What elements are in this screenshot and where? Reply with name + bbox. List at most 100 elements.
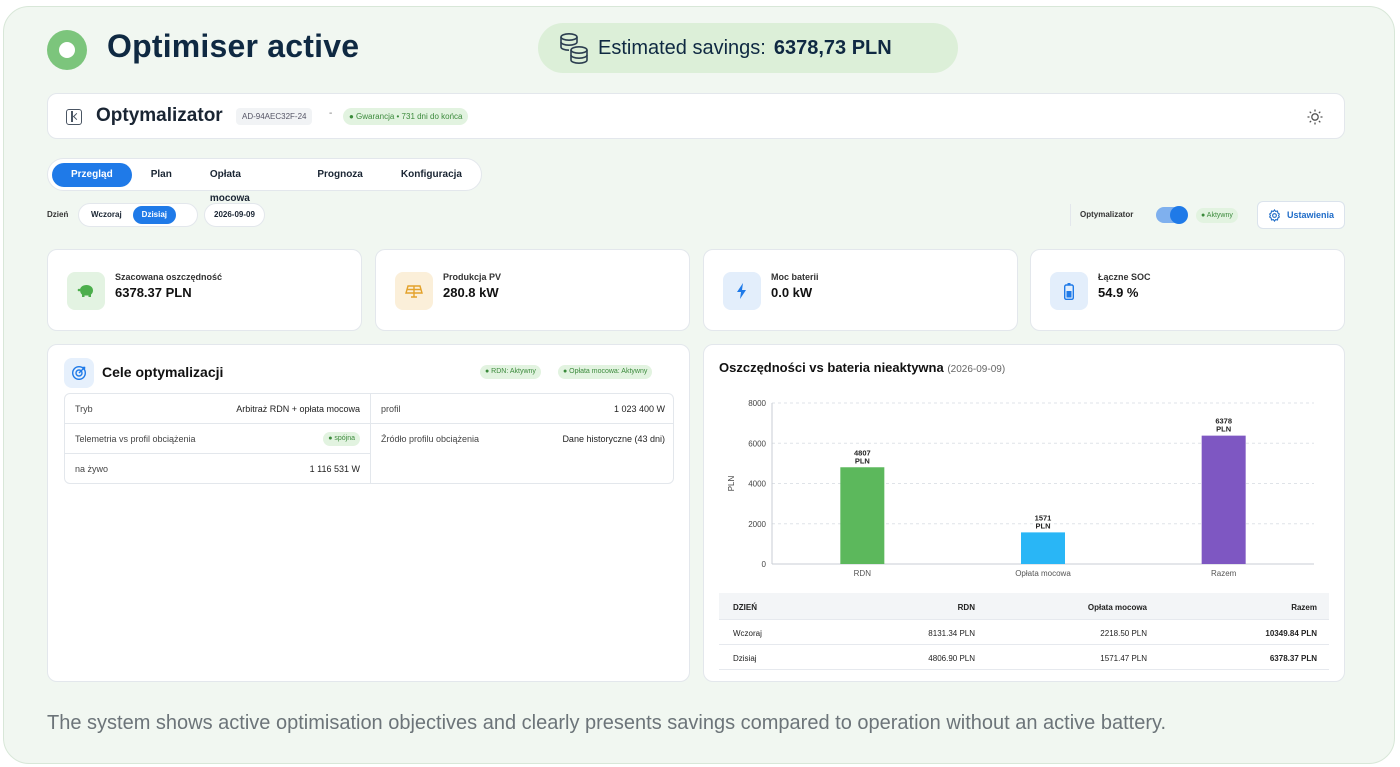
col-header-day: DZIEŃ [733,603,757,612]
stat-label: Łączne SOC [1098,272,1151,282]
stat-card-soc: Łączne SOC 54.9 % [1030,249,1345,331]
battery-icon [1050,272,1088,310]
stat-label: Moc baterii [771,272,819,282]
sidebar-toggle-icon[interactable] [66,109,82,125]
date-picker[interactable]: 2026-09-09 [204,203,265,227]
cell-rdn: 4806.90 PLN [928,654,975,663]
x-tick-label: RDN [854,569,872,578]
tab-prognoza[interactable]: Prognoza [317,168,363,180]
savings-label: Estimated savings: [598,36,766,59]
y-tick-label: 2000 [748,520,766,529]
day-switch: Wczoraj Dzisiaj [78,203,198,227]
savings-pill: Estimated savings: 6378,73 PLN [538,23,958,73]
today-button[interactable]: Dzisiaj [132,206,177,224]
row-key: Źródło profilu obciążenia [381,434,480,444]
cell-power-fee: 1571.47 PLN [1100,654,1147,663]
warranty-badge: ● Gwarancja • 731 dni do końca [343,108,469,125]
bar-value-label: 1571 [1035,513,1052,522]
optimization-goals-card: Cele optymalizacji ● RDN: Aktywny ● Opła… [47,344,690,682]
bar-value-label: 4807 [854,448,871,457]
status-dot-icon [47,30,87,70]
col-header-power-fee: Opłata mocowa [1087,603,1147,612]
col-header-total: Razem [1291,603,1317,612]
row-key: Tryb [75,404,93,414]
stat-value: 6378.37 PLN [115,285,192,300]
table-row: Wczoraj 8131.34 PLN 2218.50 PLN 10349.84… [719,620,1329,645]
hero-title: Optimiser active [107,28,360,64]
bar-value-label: PLN [855,456,870,465]
goals-title: Cele optymalizacji [102,364,224,380]
app-header: Optymalizator AD-94AEC32F-24 - ● Gwaranc… [47,93,1345,139]
table-header-row: DZIEŃ RDN Opłata mocowa Razem [719,593,1329,620]
goals-column-right: profil 1 023 400 W Źródło profilu obciąż… [370,394,673,483]
target-icon [64,358,94,388]
app-title: Optymalizator [96,105,223,126]
chart-title-text: Oszczędności vs bateria nieaktywna [719,360,944,375]
tab-oplata-mocowa[interactable]: Opłata mocowa [209,168,250,204]
col-header-rdn: RDN [957,603,975,612]
goals-table: Tryb Arbitraż RDN + opłata mocowa Teleme… [64,393,674,484]
cell-power-fee: 2218.50 PLN [1100,629,1147,638]
table-row: Źródło profilu obciążenia Dane historycz… [371,424,673,454]
row-value: 1 023 400 W [613,404,665,414]
stat-card-pv: Produkcja PV 280.8 kW [375,249,690,331]
cell-day: Dzisiaj [733,654,757,663]
bar-0 [840,467,885,564]
row-value: Arbitraż RDN + opłata mocowa [236,404,360,414]
consistency-badge: ● spójna [323,432,360,446]
table-row: Tryb Arbitraż RDN + opłata mocowa [65,394,370,424]
bar-value-label: PLN [1036,521,1051,530]
stat-card-battery-power: Moc baterii 0.0 kW [703,249,1018,331]
gear-icon [1268,208,1281,222]
bar-1 [1021,532,1065,564]
piggy-bank-icon [67,272,105,310]
savings-value: 6378,73 PLN [773,36,892,59]
rdn-status-badge: ● RDN: Aktywny [480,365,541,379]
tab-przeglad[interactable]: Przegląd [52,162,132,187]
coins-icon [560,32,588,65]
x-tick-label: Razem [1211,569,1237,578]
optimizer-status-badge: ● Aktywny [1196,208,1238,223]
table-row: Telemetria vs profil obciążenia ● spójna [65,424,370,454]
power-fee-status-badge: ● Opłata mocowa: Aktywny [558,365,653,379]
y-tick-label: 0 [762,560,767,569]
stat-label: Produkcja PV [443,272,502,282]
row-value: Dane historyczne (43 dni) [562,434,665,444]
row-key: na żywo [75,464,109,474]
settings-button[interactable]: Ustawienia [1257,201,1345,229]
optimizer-label: Optymalizator [1080,210,1134,219]
day-label: Dzień [47,210,69,219]
chart-title: Oszczędności vs bateria nieaktywna (2026… [719,360,1005,375]
cell-total: 10349.84 PLN [1265,629,1317,638]
x-tick-label: Opłata mocowa [1015,569,1071,578]
sun-icon[interactable] [1306,108,1324,126]
row-key: profil [381,404,401,414]
stat-value: 280.8 kW [443,285,499,300]
device-id-chip: AD-94AEC32F-24 [236,108,313,125]
y-tick-label: 6000 [748,439,766,448]
bar-2 [1201,435,1246,564]
row-value: 1 116 531 W [309,464,360,474]
yesterday-button[interactable]: Wczoraj [91,210,122,219]
cell-total: 6378.37 PLN [1269,654,1317,663]
bar-value-label: 6378 [1215,417,1232,426]
stat-value: 0.0 kW [771,285,813,300]
cell-day: Wczoraj [733,629,762,638]
table-row: na żywo 1 116 531 W [65,454,370,483]
cell-rdn: 8131.34 PLN [928,629,975,638]
caption: The system shows active optimisation obj… [47,712,1167,734]
stat-value: 54.9 % [1098,285,1139,300]
header-separator: - [329,108,333,119]
tab-plan[interactable]: Plan [150,168,172,180]
tab-konfiguracja[interactable]: Konfiguracja [400,168,462,180]
table-row: profil 1 023 400 W [371,394,673,424]
main-tabs: Przegląd Plan Opłata mocowa Prognoza Kon… [47,158,482,204]
optimizer-toggle[interactable] [1156,206,1188,224]
savings-chart-card: Oszczędności vs bateria nieaktywna (2026… [703,344,1345,682]
bar-value-label: PLN [1216,425,1231,434]
goals-column-left: Tryb Arbitraż RDN + opłata mocowa Teleme… [65,394,370,483]
solar-panel-icon [395,272,433,310]
settings-label: Ustawienia [1286,210,1335,220]
stat-label: Szacowana oszczędność [115,272,223,282]
chart-date: (2026-09-09) [947,364,1006,375]
